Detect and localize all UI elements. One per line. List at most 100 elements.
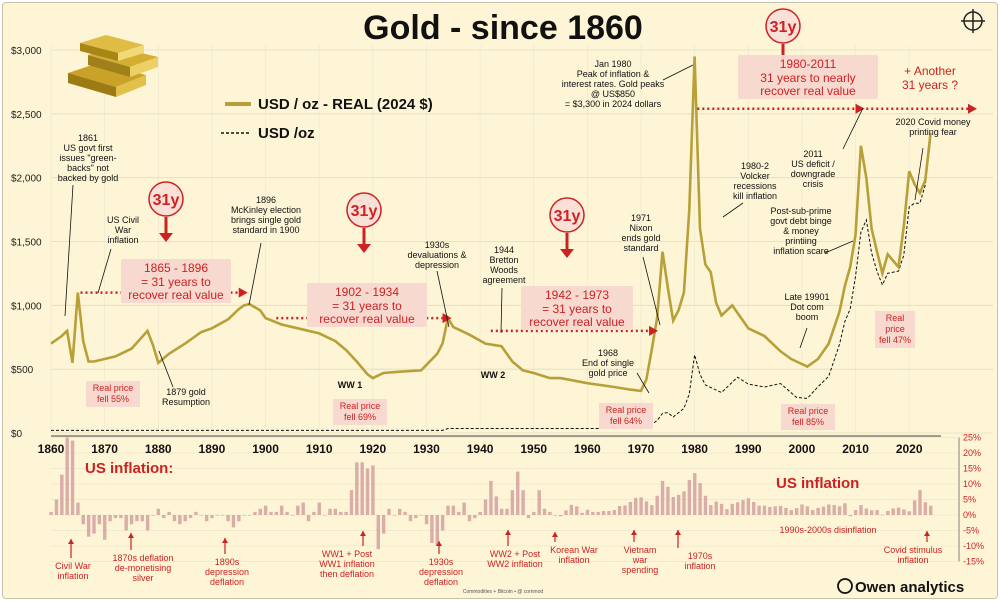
svg-text:1942 - 1973: 1942 - 1973 <box>545 288 609 302</box>
inflation-bar <box>693 473 697 515</box>
svg-text:recover real value: recover real value <box>529 315 625 329</box>
inflation-bar <box>880 514 885 516</box>
inflation-bar <box>344 511 348 515</box>
inflation-bar <box>575 506 579 515</box>
inflation-bar <box>859 505 863 515</box>
inflation-bar <box>317 502 321 515</box>
inflation-tick-label: 15% <box>963 464 981 474</box>
inflation-bar <box>907 511 911 515</box>
inflation-bar <box>178 515 182 525</box>
inflation-bar <box>827 504 831 515</box>
inflation-bar <box>650 505 654 515</box>
gold-bars-icon <box>68 35 158 97</box>
inflation-bar <box>918 490 922 515</box>
x-tick-label: 1910 <box>306 442 333 456</box>
x-tick-label: 1940 <box>467 442 494 456</box>
inflation-note-vietnam: Vietnam war spending <box>622 545 659 575</box>
annotation-1930s: 1930s devaluations & depression <box>407 240 466 270</box>
inflation-bar <box>419 515 423 516</box>
inflation-bar <box>156 508 161 515</box>
inflation-bar <box>204 515 209 522</box>
inflation-bar <box>698 483 702 515</box>
inflation-bar <box>768 506 772 515</box>
annotation-1861: 1861 US govt first issues "green-backs" no… <box>58 133 119 183</box>
annotation-2011: 2011 US deficit / downgrade crisis <box>791 149 836 189</box>
inflation-bar <box>526 515 531 519</box>
annotation-ww2: WW 2 <box>481 370 506 380</box>
inflation-title: US inflation: <box>85 460 173 477</box>
inflation-bar <box>119 515 123 519</box>
inflation-bar <box>923 502 928 515</box>
inflation-tick-label: 25% <box>963 433 981 443</box>
inflation-bar <box>247 515 252 516</box>
arrow-2011-head <box>967 103 977 114</box>
inflation-note-1930s-arrow-head <box>436 541 442 546</box>
inflation-bar <box>312 511 316 515</box>
svg-text:31 years to nearly: 31 years to nearly <box>760 71 855 85</box>
inflation-bar <box>92 515 96 534</box>
inflation-bar <box>387 508 391 515</box>
inflation-bar <box>735 502 740 515</box>
inflation-bar <box>457 511 461 515</box>
svg-text:= 31 years to: = 31 years to <box>542 302 612 316</box>
annotation-1944: 1944 Bretton Woods agreement <box>482 245 526 285</box>
inflation-bar <box>162 515 166 519</box>
annotation-1980: Jan 1980 Peak of inflation & interest rate… <box>562 59 665 109</box>
inflation-bar <box>435 515 439 546</box>
inflation-note-1970s: 1970s inflation <box>684 551 715 571</box>
annot-line-1968 <box>636 372 650 394</box>
inflation-bar <box>54 499 59 515</box>
svg-text:31y: 31y <box>153 192 180 209</box>
inflation-bar <box>532 511 536 515</box>
y-tick-label: $2,000 <box>11 174 42 185</box>
inflation-bar <box>499 508 504 515</box>
inflation-bar <box>360 462 364 515</box>
inflation-title-right: US inflation <box>776 475 859 492</box>
inflation-bar <box>188 515 193 519</box>
x-tick-label: 1870 <box>91 442 118 456</box>
inflation-bar <box>473 515 477 519</box>
note-fell-47: Real price fell 47% <box>875 311 915 348</box>
inflation-bar <box>398 508 402 515</box>
inflation-axis: 25% 20% 15% 10% 5% 0% -5% -10% -15% <box>958 433 984 567</box>
inflation-bar <box>816 507 820 515</box>
svg-text:1902 - 1934: 1902 - 1934 <box>335 285 399 299</box>
inflation-bar <box>671 497 675 515</box>
inflation-note-civil-war: Civil War inflation <box>55 561 91 581</box>
y-axis: $0 $500 $1,000 $1,500 $2,000 $2,500 $3,000 <box>11 46 42 440</box>
note-fell-85-text: Real price fell 85% <box>788 406 829 427</box>
annot-line-1896 <box>248 242 262 306</box>
inflation-bar <box>875 510 879 515</box>
x-tick-label: 1930 <box>413 442 440 456</box>
note-fell-64-text: Real price fell 64% <box>606 405 647 426</box>
arrow-1865-head <box>238 287 248 298</box>
inflation-bar <box>231 515 236 528</box>
chart-title: Gold - since 1860 <box>363 9 643 47</box>
inflation-bar <box>542 508 547 515</box>
inflation-bar <box>414 515 418 519</box>
annot-line-post-sub-prime <box>824 240 854 254</box>
inflation-bar <box>558 515 563 517</box>
annot-line-volcker <box>722 202 744 218</box>
inflation-bar <box>864 508 869 515</box>
inflation-note-1930s: 1930s depression deflation <box>419 557 463 587</box>
inflation-bar <box>510 490 515 515</box>
inflation-bar <box>591 511 595 515</box>
y-tick-label: $500 <box>11 365 34 376</box>
inflation-note-civil-war-arrow-head <box>68 539 74 544</box>
inflation-note-1890s-arrow-head <box>222 538 228 543</box>
inflation-bar <box>103 515 107 540</box>
inflation-bar <box>97 515 102 525</box>
inflation-bar <box>242 515 246 516</box>
inflation-bar <box>49 511 53 515</box>
inflation-bar <box>569 504 574 515</box>
inflation-bar <box>516 471 520 515</box>
inflation-tick-label: -15% <box>963 557 984 567</box>
x-tick-label: 1900 <box>252 442 279 456</box>
note-fell-55-text: Real price fell 55% <box>93 383 134 404</box>
inflation-bar <box>430 515 434 543</box>
inflation-bar <box>129 515 134 525</box>
inflation-bar <box>902 509 906 515</box>
inflation-bar <box>65 437 69 515</box>
x-tick-label: 2020 <box>896 442 923 456</box>
